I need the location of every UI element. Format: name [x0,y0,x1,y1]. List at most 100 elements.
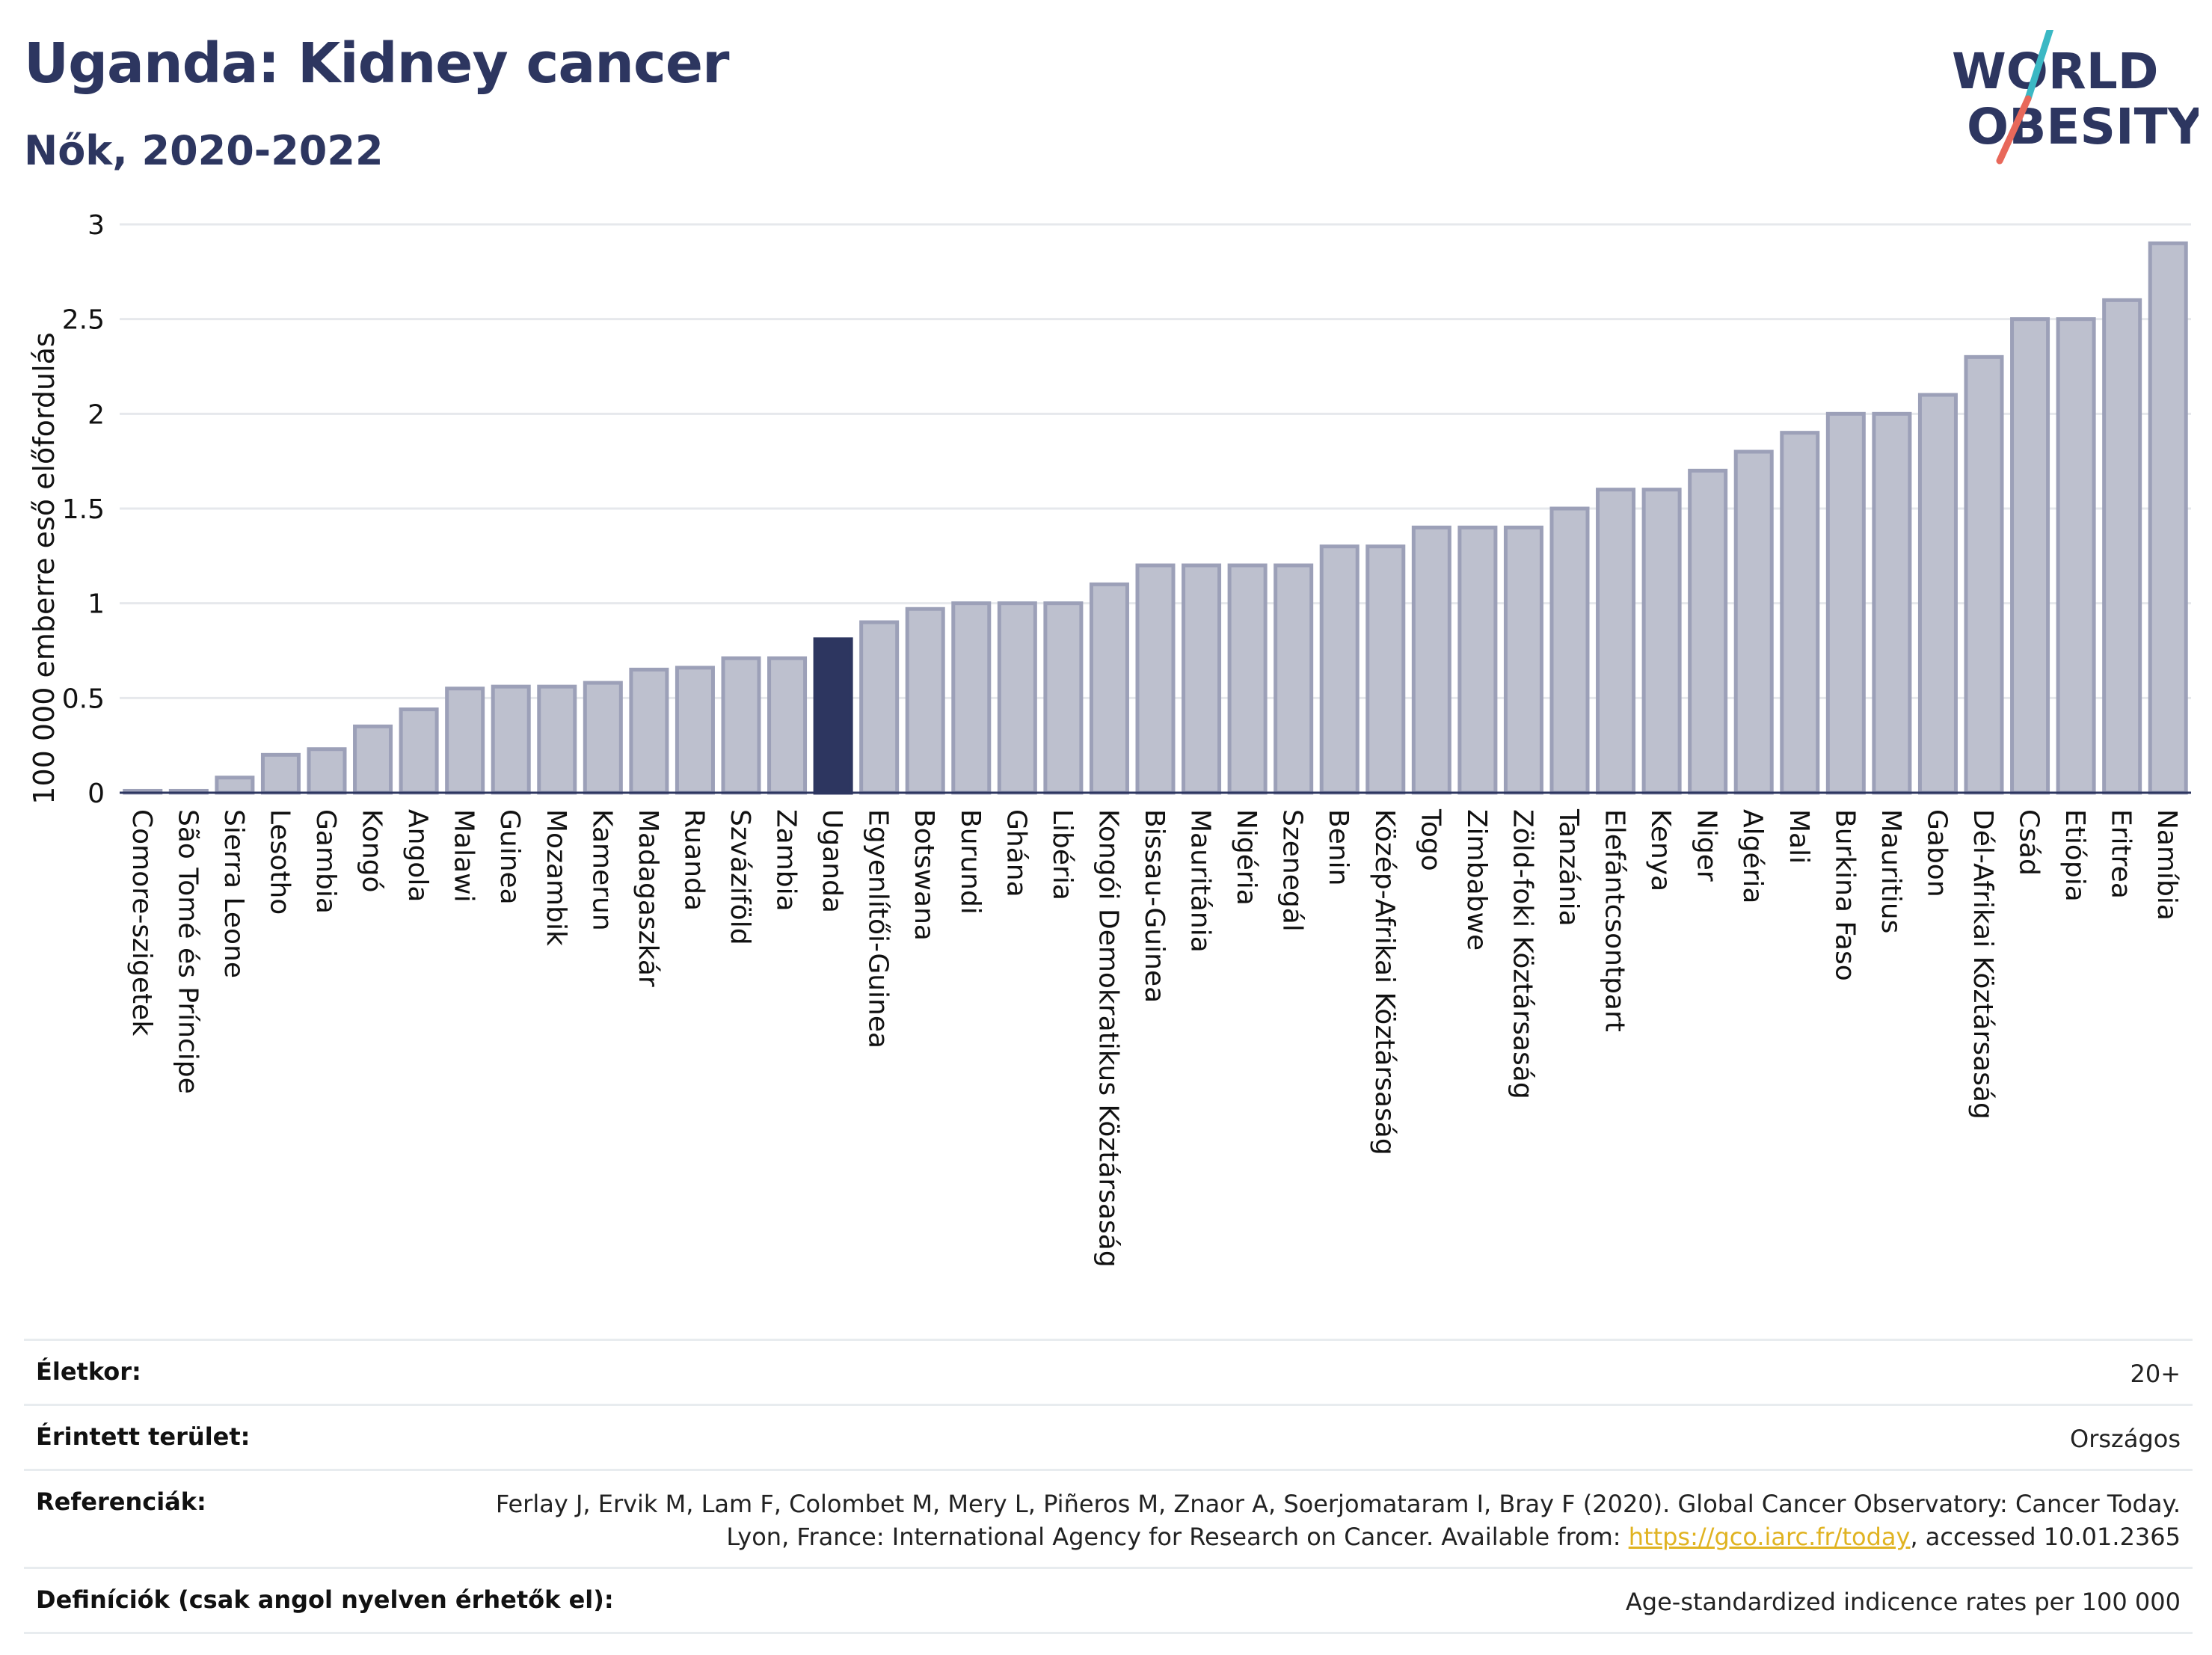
bar-44 [2148,241,2188,795]
x-tick-label: Közép-Afrikai Köztársaság [1369,809,1400,1155]
bar-21 [1089,582,1129,795]
x-tick-label: Mauritánia [1185,809,1216,953]
bar-37 [1825,411,1866,795]
x-tick-label: Malawi [449,809,479,903]
bar-25 [1274,563,1314,795]
chart-subtitle: Nők, 2020-2022 [24,127,384,174]
x-tick-label: Gambia [310,809,341,914]
x-tick-label: Nigéria [1231,809,1262,906]
bar-36 [1780,431,1820,795]
world-obesity-logo: WORLD OBESITY [1952,30,2199,165]
bar-34 [1688,468,1728,795]
x-tick-label: Ruanda [678,809,709,911]
bar-22 [1135,563,1176,795]
x-tick-label: Etiópia [2059,809,2090,902]
x-tick-label: Mali [1784,809,1814,864]
x-tick-label: São Tomé és Príncipe [172,809,203,1094]
bar-40 [1964,354,2004,795]
x-tick-label: Szváziföld [725,809,755,945]
x-tick-label: Kenya [1645,809,1676,891]
bar-17 [905,607,945,795]
bar-26 [1319,544,1360,795]
x-tick-label: Comore-szigetek [126,809,157,1036]
references-text-1: Ferlay J, Ervik M, Lam F, Colombet M, Me… [495,1490,2181,1551]
bar-39 [1917,393,1958,795]
bar-3 [260,752,301,795]
y-tick-label: 1.5 [62,494,105,525]
bar-16 [859,620,900,795]
x-tick-label: Gabon [1921,809,1952,897]
bar-chart: 0 0.5 1 1.5 2 2.5 3 Comore-szigetek São Tomé és… [28,210,2191,1268]
bar-29 [1457,525,1498,795]
logo-line2: OBESITY [1967,98,2199,156]
x-tick-label: Kongó [357,809,387,893]
x-tick-label: Szenegál [1277,809,1308,932]
y-tick-label: 3 [87,210,105,241]
logo-slash-red [1996,95,2032,165]
bar-20 [1043,601,1084,795]
y-tick-label: 0 [87,779,105,809]
references-value: Ferlay J, Ervik M, Lam F, Colombet M, Me… [446,1487,2181,1553]
bar-7 [445,687,485,795]
bar-10 [583,681,623,795]
bar-24 [1227,563,1268,795]
x-tick-label: Egyenlítői-Guinea [863,809,894,1048]
y-axis-label: 100 000 emberre eső előfordulás [28,332,61,804]
x-tick-label: Uganda [817,809,847,913]
info-row-references: Referenciák: Ferlay J, Ervik M, Lam F, C… [24,1469,2193,1567]
x-tick-label: Angola [402,809,433,902]
bar-33 [1641,488,1682,795]
bar-19 [997,601,1037,795]
area-label: Érintett terület: [36,1422,251,1451]
bar-11 [629,667,669,795]
bar-8 [491,684,531,795]
info-row-definitions: Definíciók (csak angol nyelven érhetők e… [24,1567,2193,1634]
bar-2 [215,776,255,795]
x-tick-label: Guinea [494,809,525,905]
x-tick-label: Burundi [955,809,986,915]
bar-35 [1733,449,1774,795]
x-tick-label: Dél-Afrikai Köztársaság [1967,809,1998,1120]
chart-title: Uganda: Kidney cancer [24,31,730,96]
x-tick-label: Mauritius [1875,809,1906,933]
references-label: Referenciák: [36,1487,206,1516]
bar-14 [767,656,808,795]
x-tick-label: Eritrea [2106,809,2136,899]
x-tick-label: Sierra Leone [218,809,249,978]
bar-4 [307,747,347,795]
area-value: Országos [2070,1425,2181,1453]
logo-slash-teal [2024,30,2054,102]
age-value: 20+ [2130,1360,2181,1388]
x-tick-label: Kongói Demokratikus Köztársaság [1093,809,1123,1268]
bar-27 [1365,544,1406,795]
x-tick-label: Csád [2014,809,2044,876]
x-tick-label: Bissau-Guinea [1139,809,1170,1003]
x-tick-label: Algéria [1737,809,1768,904]
x-tick-label: Burkina Faso [1829,809,1860,981]
x-tick-label: Zöld-foki Köztársaság [1507,809,1537,1099]
y-tick-label: 0.5 [62,684,105,714]
bar-30 [1503,525,1543,795]
bars [123,241,2188,795]
y-tick-label: 2 [87,399,105,430]
y-tick-labels: 0 0.5 1 1.5 2 2.5 3 [62,210,105,809]
bar-9 [537,684,577,795]
info-table: Életkor: 20+ Érintett terület: Országos … [24,1339,2193,1634]
x-tick-label: Libéria [1047,809,1078,900]
definitions-value: Age-standardized indicence rates per 100… [1625,1588,2181,1616]
bar-15 [813,637,853,795]
x-tick-label: Niger [1692,809,1722,882]
bar-32 [1596,488,1636,795]
info-row-age: Életkor: 20+ [24,1339,2193,1404]
y-tick-label: 2.5 [62,305,105,336]
bar-38 [1872,411,1912,795]
x-tick-label: Lesotho [264,809,295,915]
y-tick-label: 1 [87,589,105,620]
x-tick-label: Kamerun [586,809,617,931]
x-tick-labels: Comore-szigetek São Tomé és Príncipe Sierr… [126,808,2182,1268]
bar-41 [2010,317,2050,795]
bar-13 [721,656,761,795]
logo-line1: WORLD [1952,43,2159,100]
bar-28 [1411,525,1451,795]
references-link[interactable]: https://gco.iarc.fr/today [1628,1523,1911,1551]
